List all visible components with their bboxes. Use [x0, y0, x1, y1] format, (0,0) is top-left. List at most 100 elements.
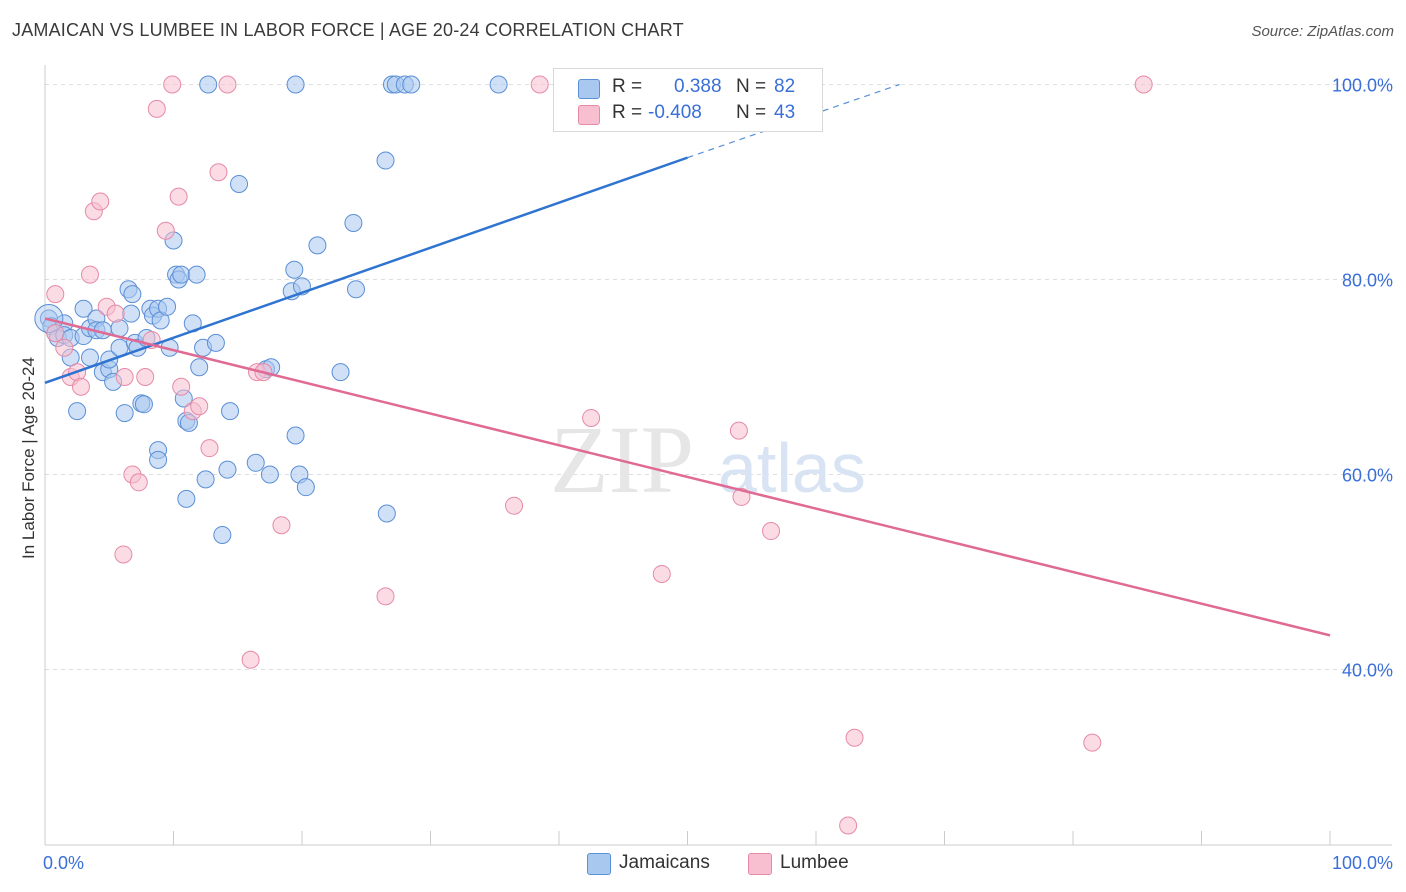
jamaicans-point [115, 404, 134, 423]
legend-n-label: N = [736, 76, 767, 97]
jamaicans-point [206, 333, 225, 352]
y-tick-label: 40.0% [1342, 661, 1393, 681]
bottom-legend-swatch-jamaicans [587, 853, 611, 875]
y-tick-label: 80.0% [1342, 271, 1393, 291]
lumbee-point [376, 587, 395, 606]
y-tick-label: 60.0% [1342, 466, 1393, 486]
jamaicans-point [68, 402, 87, 421]
lumbee-point [156, 221, 175, 240]
bottom-legend-label-lumbee: Lumbee [780, 852, 849, 873]
lumbee-point [91, 192, 110, 211]
stats-legend: R = 0.388 N = 82 R = -0.408 N = 43 [553, 68, 823, 132]
lumbee-point [732, 487, 751, 506]
jamaicans-point [187, 265, 206, 284]
jamaicans-point [308, 236, 327, 255]
lumbee-point [1134, 75, 1153, 94]
jamaicans-point [346, 280, 365, 299]
jamaicans-points [34, 75, 633, 544]
jamaicans-point [190, 358, 209, 377]
jamaicans-point [134, 395, 153, 414]
legend-r-value: -0.408 [648, 102, 702, 123]
jamaicans-point [286, 75, 305, 94]
y-axis-label: In Labor Force | Age 20-24 [19, 357, 38, 559]
lumbee-point [582, 408, 601, 427]
jamaicans-point [158, 297, 177, 316]
lumbee-point [272, 516, 291, 535]
jamaicans-point [260, 465, 279, 484]
jamaicans-point [331, 363, 350, 382]
lumbee-point [169, 187, 188, 206]
legend-swatch-lumbee [578, 105, 600, 125]
lumbee-point [190, 397, 209, 416]
lumbee-point [80, 265, 99, 284]
jamaicans-point [230, 174, 249, 193]
lumbee-point [129, 473, 148, 492]
lumbee-point [115, 368, 134, 386]
jamaicans-point [376, 151, 395, 170]
legend-r-label: R = [612, 76, 643, 97]
bottom-legend-swatch-lumbee [748, 853, 772, 875]
jamaicans-point [221, 402, 240, 421]
jamaicans-point [489, 75, 508, 94]
axes [44, 65, 1392, 846]
legend-r-value: 0.388 [674, 76, 722, 97]
jamaicans-point [80, 348, 99, 367]
legend-n-label: N = [736, 102, 767, 123]
jamaicans-point [123, 285, 142, 304]
lumbee-point [218, 75, 237, 94]
legend-n-value: 82 [774, 76, 796, 97]
lumbee-points [46, 75, 1153, 835]
grid-lines [45, 84, 1392, 670]
trend-lines [44, 83, 1331, 637]
jamaicans-point [246, 453, 265, 472]
lumbee-point [505, 496, 524, 515]
lumbee-point [839, 816, 858, 835]
jamaicans-point [122, 304, 141, 323]
lumbee-point [530, 75, 549, 94]
jamaicans-point [296, 478, 315, 497]
lumbee-point [163, 75, 182, 94]
jamaicans-point [196, 470, 215, 489]
lumbee-point [200, 439, 219, 458]
jamaicans-point [344, 213, 363, 232]
lumbee-point [46, 324, 65, 343]
jamaicans-trend-line [44, 156, 688, 385]
lumbee-point [762, 522, 781, 541]
source-label: Source: ZipAtlas.com [1251, 23, 1394, 40]
y-tick-label: 100.0% [1332, 76, 1393, 96]
legend-swatch-jamaicans [578, 79, 600, 99]
lumbee-point [845, 728, 864, 747]
jamaicans-point [172, 265, 191, 284]
jamaicans-point [149, 450, 168, 469]
jamaicans-point [177, 489, 196, 508]
legend-n-value: 43 [774, 102, 796, 123]
jamaicans-point [286, 426, 305, 445]
jamaicans-point [213, 525, 232, 544]
lumbee-point [147, 99, 166, 118]
jamaicans-point [285, 260, 304, 279]
x-tick-label: 100.0% [1332, 853, 1393, 873]
lumbee-point [46, 285, 65, 304]
lumbee-point [114, 545, 133, 564]
bottom-legend-label-jamaicans: Jamaicans [619, 852, 710, 873]
jamaicans-point [402, 75, 421, 94]
jamaicans-point [377, 504, 396, 523]
lumbee-point [652, 564, 671, 583]
jamaicans-point [199, 75, 218, 94]
lumbee-point [209, 163, 228, 182]
legend-r-label: R = [612, 102, 643, 123]
lumbee-trend-line [44, 317, 1331, 637]
lumbee-point [1083, 733, 1102, 752]
lumbee-point [55, 338, 74, 357]
lumbee-point [172, 377, 191, 396]
x-tick-label: 0.0% [43, 853, 84, 873]
jamaicans-point [74, 299, 93, 318]
jamaicans-point [218, 460, 237, 479]
lumbee-point [241, 650, 260, 669]
lumbee-point [729, 421, 748, 440]
chart-title: JAMAICAN VS LUMBEE IN LABOR FORCE | AGE … [12, 20, 684, 40]
tick-labels: 40.0% 60.0% 80.0% 100.0% 0.0% 100.0% [43, 76, 1393, 874]
lumbee-point [106, 304, 125, 323]
lumbee-point [136, 368, 155, 386]
